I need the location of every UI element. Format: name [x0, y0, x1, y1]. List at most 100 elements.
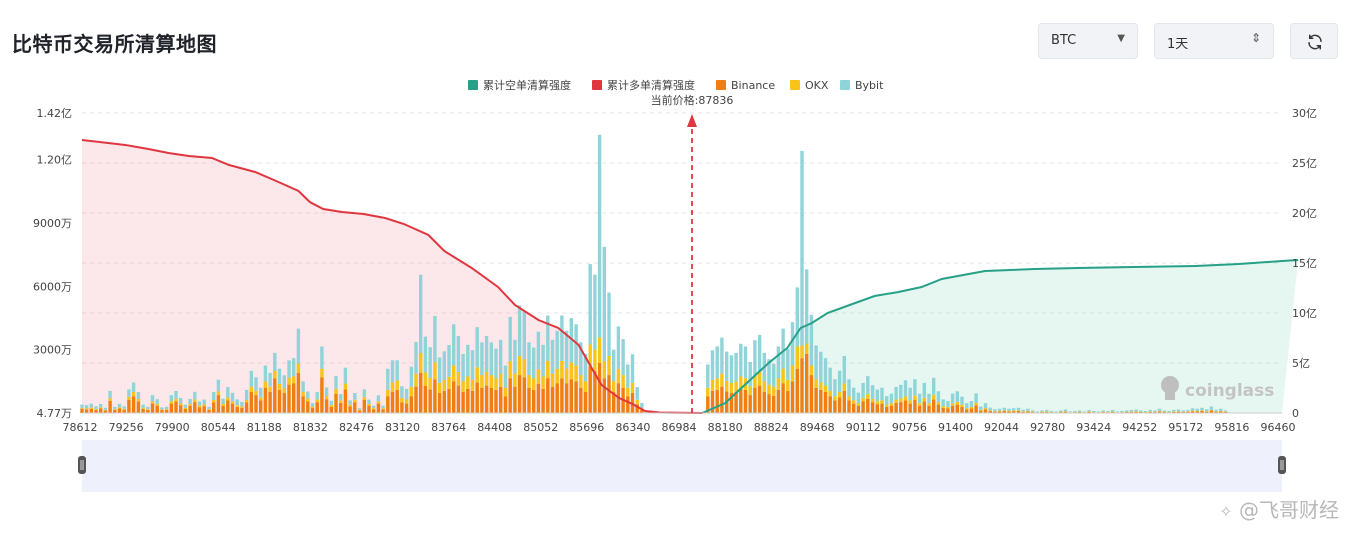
bar-okx — [80, 407, 84, 409]
bar-bybit — [136, 392, 141, 399]
bar-okx — [174, 398, 178, 402]
bar-bybit — [1073, 411, 1077, 413]
caret-down-icon: ▼ — [1117, 33, 1125, 44]
bar-okx — [343, 383, 348, 390]
bar-binance — [861, 401, 865, 414]
coin-select[interactable]: BTC ▼ — [1038, 23, 1138, 59]
bar-okx — [99, 407, 103, 409]
bar-okx — [1045, 411, 1049, 412]
bar-okx — [880, 400, 884, 404]
bar-binance — [216, 395, 221, 414]
x-tick-label: 92780 — [1030, 421, 1065, 434]
bar-bybit — [710, 350, 715, 380]
bar-binance — [409, 396, 413, 414]
author-watermark-text: @飞哥财经 — [1239, 498, 1339, 522]
bar-okx — [494, 378, 498, 390]
bar-binance — [950, 405, 955, 414]
bar-bybit — [1143, 411, 1148, 413]
bar-binance — [710, 390, 715, 414]
bar-okx — [517, 356, 522, 375]
bar-okx — [268, 386, 272, 392]
bar-bybit — [1205, 409, 1209, 412]
bar-okx — [1125, 411, 1129, 413]
bar-bybit — [786, 349, 790, 380]
bar-okx — [734, 381, 738, 392]
bar-okx — [593, 349, 597, 371]
bar-binance — [423, 386, 428, 414]
bar-okx — [725, 380, 729, 392]
bar-binance — [833, 400, 837, 414]
bar-bybit — [1153, 410, 1157, 412]
bar-okx — [127, 396, 131, 400]
bar-bybit — [979, 406, 983, 410]
bar-okx — [259, 397, 263, 401]
bar-bybit — [1209, 406, 1214, 410]
bar-okx — [160, 409, 164, 411]
bar-binance — [979, 410, 983, 414]
bar-binance — [489, 387, 493, 414]
zoom-handle[interactable] — [78, 456, 86, 474]
x-tick-label: 93424 — [1076, 421, 1111, 434]
bar-bybit — [484, 336, 489, 372]
bar-bybit — [489, 342, 493, 376]
bar-binance — [527, 387, 531, 414]
bar-bybit — [513, 339, 517, 374]
zoom-handle[interactable] — [1278, 456, 1286, 474]
zoom-slider[interactable] — [78, 440, 1286, 492]
bar-binance — [941, 407, 945, 414]
bar-bybit — [616, 326, 621, 369]
bar-okx — [997, 410, 1002, 412]
bar-okx — [574, 365, 578, 382]
y-right-tick-label: 30亿 — [1292, 107, 1317, 120]
bar-binance — [160, 410, 164, 414]
bar-binance — [390, 392, 395, 414]
bar-bybit — [988, 407, 992, 411]
bar-bybit — [621, 339, 625, 375]
x-tick-label: 86984 — [662, 421, 697, 434]
bar-bybit — [324, 387, 329, 396]
bar-bybit — [357, 408, 362, 410]
bar-binance — [513, 386, 517, 414]
bar-binance — [894, 403, 898, 414]
bar-okx — [875, 401, 879, 405]
period-select[interactable]: 1天 ⇕ — [1154, 23, 1274, 59]
bar-okx — [814, 379, 818, 388]
bar-okx — [979, 409, 983, 411]
bar-binance — [226, 400, 230, 414]
bar-bybit — [767, 359, 771, 385]
current-price-marker — [687, 114, 697, 413]
bar-okx — [292, 376, 296, 384]
refresh-button[interactable] — [1290, 23, 1338, 59]
bar-okx — [532, 378, 536, 390]
bar-okx — [466, 376, 470, 389]
bar-okx — [1077, 411, 1082, 413]
x-tick-label: 88824 — [754, 421, 789, 434]
bar-bybit — [235, 399, 239, 406]
bar-okx — [1002, 410, 1006, 411]
bar-okx — [974, 403, 978, 406]
bar-okx — [965, 408, 969, 410]
bar-bybit — [1059, 410, 1063, 412]
bar-binance — [475, 382, 479, 414]
bar-okx — [569, 362, 573, 380]
bar-binance — [988, 411, 992, 414]
bar-bybit — [174, 390, 178, 399]
bar-binance — [899, 402, 903, 414]
bar-okx — [94, 409, 98, 410]
bar-binance — [494, 389, 498, 414]
bar-binance — [856, 405, 861, 414]
bar-binance — [324, 399, 329, 414]
bar-okx — [767, 384, 771, 395]
bar-bybit — [1219, 408, 1223, 411]
bar-binance — [240, 407, 244, 414]
bar-okx — [216, 391, 221, 396]
bar-binance — [875, 404, 879, 414]
bar-okx — [1073, 412, 1077, 413]
bar-binance — [852, 403, 856, 414]
bar-okx — [1087, 411, 1091, 412]
bar-binance — [202, 406, 206, 414]
bar-bybit — [141, 404, 145, 408]
bar-bybit — [1106, 411, 1110, 413]
bar-bybit — [1200, 407, 1204, 411]
bar-okx — [108, 398, 112, 401]
